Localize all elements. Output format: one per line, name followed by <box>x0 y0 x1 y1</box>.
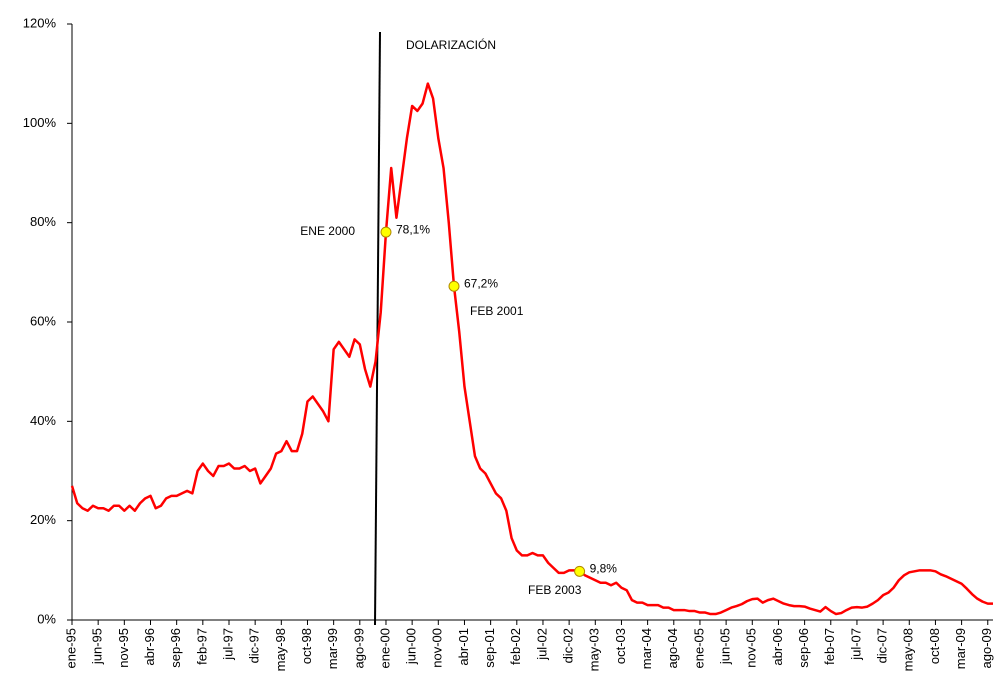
x-tick-label: jul-07 <box>848 628 863 661</box>
x-tick-label: ene-00 <box>377 628 392 668</box>
x-tick-label: mar-99 <box>325 628 340 669</box>
x-tick-label: oct-98 <box>299 628 314 664</box>
x-tick-label: dic-07 <box>875 628 890 663</box>
x-tick-label: mar-04 <box>639 628 654 669</box>
y-tick-label: 100% <box>23 115 57 130</box>
x-tick-label: oct-08 <box>927 628 942 664</box>
x-tick-label: abr-06 <box>770 628 785 666</box>
x-tick-label: nov-05 <box>744 628 759 668</box>
data-label: 67,2% <box>464 276 498 290</box>
x-tick-label: ago-04 <box>665 628 680 668</box>
x-tick-label: dic-97 <box>247 628 262 663</box>
x-tick-label: feb-02 <box>508 628 523 665</box>
x-tick-label: ago-99 <box>351 628 366 668</box>
y-tick-label: 40% <box>30 413 56 428</box>
x-tick-label: nov-00 <box>430 628 445 668</box>
y-tick-label: 80% <box>30 214 56 229</box>
data-line <box>70 82 993 616</box>
y-tick-label: 60% <box>30 313 56 328</box>
x-tick-label: nov-95 <box>116 628 131 668</box>
x-tick-label: jun-05 <box>718 628 733 665</box>
y-tick-label: 0% <box>37 611 56 626</box>
x-tick-label: sep-01 <box>482 628 497 668</box>
x-tick-label: ene-95 <box>63 628 78 668</box>
x-tick-label: may-98 <box>273 628 288 671</box>
highlight-marker <box>448 280 460 292</box>
dollarization-line <box>374 31 381 626</box>
x-tick-label: dic-02 <box>561 628 576 663</box>
x-tick-label: jul-97 <box>220 628 235 661</box>
annotation: ENE 2000 <box>300 224 355 238</box>
x-tick-label: abr-01 <box>456 628 471 666</box>
x-tick-label: may-08 <box>901 628 916 671</box>
annotation: FEB 2003 <box>528 583 582 597</box>
x-tick-label: abr-96 <box>142 628 157 666</box>
annotation: FEB 2001 <box>470 304 524 318</box>
x-tick-label: jun-95 <box>90 628 105 665</box>
annotation: DOLARIZACIÓN <box>406 37 496 52</box>
x-tick-label: mar-09 <box>953 628 968 669</box>
x-tick-label: feb-07 <box>822 628 837 665</box>
x-tick-label: sep-06 <box>796 628 811 668</box>
x-tick-label: sep-96 <box>168 628 183 668</box>
highlight-marker <box>574 565 586 577</box>
x-tick-label: oct-03 <box>613 628 628 664</box>
y-tick-label: 120% <box>23 15 57 30</box>
x-tick-label: ene-05 <box>691 628 706 668</box>
x-tick-label: may-03 <box>587 628 602 671</box>
x-tick-label: jun-00 <box>404 628 419 665</box>
x-tick-label: feb-97 <box>194 628 209 665</box>
data-label: 9,8% <box>590 561 618 575</box>
x-tick-label: jul-02 <box>534 628 549 661</box>
x-tick-label: ago-09 <box>979 628 994 668</box>
y-tick-label: 20% <box>30 512 56 527</box>
data-label: 78,1% <box>396 222 430 236</box>
highlight-marker <box>380 226 392 238</box>
